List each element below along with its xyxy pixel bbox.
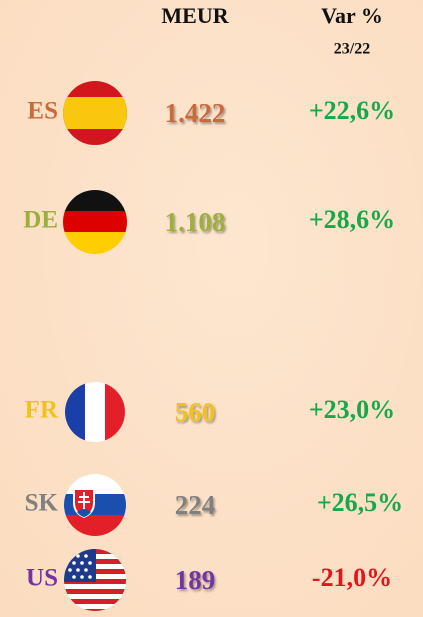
country-code: FR [25, 397, 59, 424]
flag-de [63, 190, 127, 254]
header-period: 23/22 [334, 41, 370, 58]
country-code: DE [23, 207, 58, 234]
value: 1.422 [165, 98, 226, 128]
value: 1.108 [165, 207, 226, 237]
change: -21,0% [312, 563, 392, 592]
value: 224 [175, 490, 216, 520]
header-change: Var % [321, 3, 383, 28]
flag-us [64, 549, 126, 611]
country-code: ES [27, 98, 58, 125]
flag-fr [65, 382, 125, 442]
change: +23,0% [309, 395, 395, 424]
country-code: US [26, 565, 58, 592]
flag-es [63, 81, 127, 145]
value: 189 [175, 565, 216, 595]
change: +28,6% [309, 205, 395, 234]
country-code: SK [25, 490, 59, 517]
flag-sk [64, 474, 126, 536]
header-value: MEUR [161, 3, 229, 28]
value: 560 [175, 397, 216, 427]
change: +26,5% [317, 488, 403, 517]
change: +22,6% [309, 96, 395, 125]
